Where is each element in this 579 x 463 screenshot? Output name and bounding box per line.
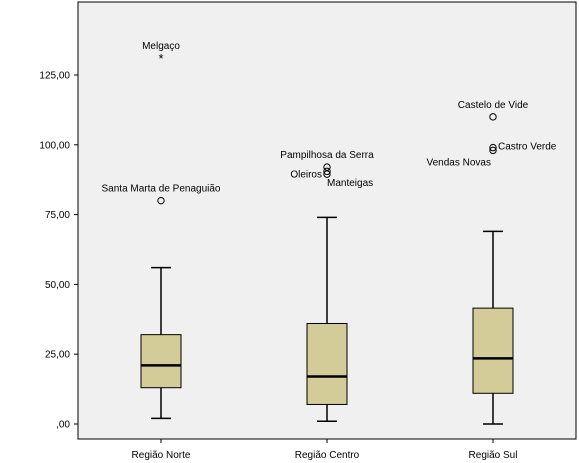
y-tick-label: 100,00 bbox=[39, 140, 70, 151]
outlier-label: Vendas Novas bbox=[427, 157, 492, 168]
x-axis: Região Norte Região Centro Região Sul bbox=[132, 439, 518, 461]
x-tick-label: Região Sul bbox=[469, 450, 518, 461]
y-tick-label: 50,00 bbox=[45, 280, 70, 291]
x-tick-label: Região Centro bbox=[295, 450, 360, 461]
box-1 bbox=[140, 266, 182, 420]
outlier-label: Pampilhosa da Serra bbox=[280, 150, 374, 161]
x-tick-label: Região Norte bbox=[132, 450, 191, 461]
y-tick-label: 125,00 bbox=[39, 71, 70, 82]
box-2 bbox=[306, 216, 348, 422]
outlier-label: Santa Marta de Penaguião bbox=[102, 184, 221, 195]
outlier: Castelo de Vide bbox=[458, 100, 529, 121]
outlier-label: Castelo de Vide bbox=[458, 100, 529, 111]
boxes bbox=[140, 216, 514, 425]
y-tick-label: 75,00 bbox=[45, 210, 70, 221]
outlier-label: Melgaço bbox=[142, 41, 180, 52]
outlier-circle-icon bbox=[323, 170, 331, 178]
outlier-label: Oleiros bbox=[290, 169, 322, 180]
outlier: Pampilhosa da Serra bbox=[280, 150, 374, 171]
outliers: *Melgaço Santa Marta de Penaguião Pampilho… bbox=[102, 41, 557, 205]
outlier: Oleiros bbox=[290, 167, 331, 180]
outlier-circle-icon bbox=[323, 163, 331, 171]
extreme-outlier-star-icon: * bbox=[158, 51, 163, 66]
outlier-circle-icon bbox=[489, 143, 497, 152]
outlier: Castro Verde bbox=[489, 142, 557, 153]
outlier-label: Castro Verde bbox=[498, 142, 557, 153]
outlier: Vendas Novas bbox=[427, 146, 497, 168]
y-axis: ,00 25,00 50,00 75,00 100,00 125,00 bbox=[39, 71, 78, 431]
outlier: *Melgaço bbox=[142, 41, 180, 66]
iqr-box bbox=[306, 322, 348, 405]
outlier-circle-icon bbox=[157, 196, 165, 205]
y-tick-label: 25,00 bbox=[45, 350, 70, 361]
y-tick-label: ,00 bbox=[56, 420, 70, 431]
iqr-box bbox=[472, 307, 514, 394]
outlier-circle-icon bbox=[489, 146, 497, 155]
outlier: Manteigas bbox=[323, 170, 373, 189]
outlier-label: Manteigas bbox=[327, 178, 373, 189]
outlier: Santa Marta de Penaguião bbox=[102, 184, 221, 205]
box-3 bbox=[472, 230, 514, 425]
iqr-box bbox=[140, 334, 182, 389]
outlier-circle-icon bbox=[323, 167, 331, 176]
outlier-circle-icon bbox=[489, 113, 497, 121]
